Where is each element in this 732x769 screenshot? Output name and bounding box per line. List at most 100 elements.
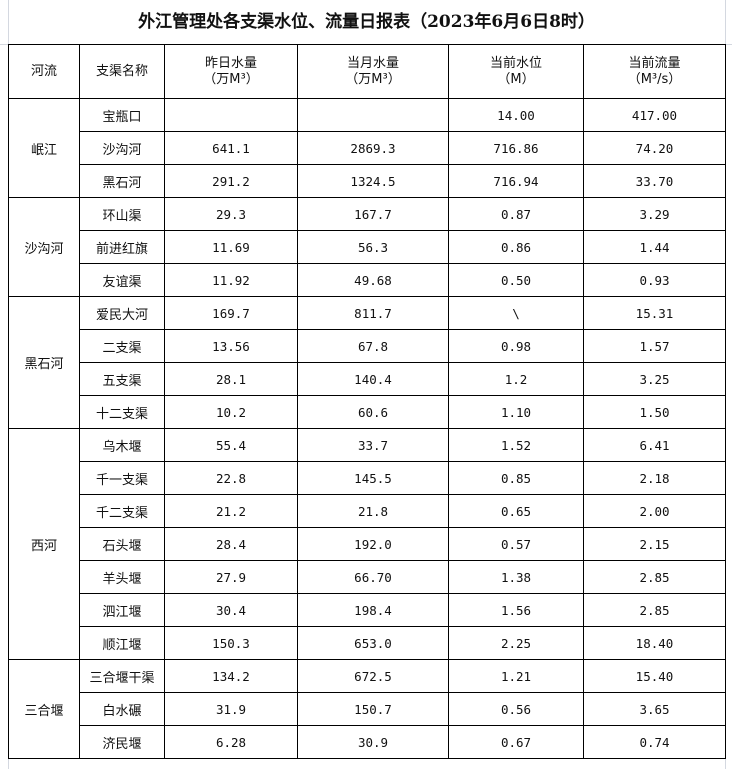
month-volume-cell: 49.68 [297, 263, 449, 297]
yesterday-volume-cell: 11.92 [164, 263, 298, 297]
branch-name-cell: 顺江堰 [79, 626, 165, 660]
month-volume-cell: 192.0 [297, 527, 449, 561]
month-volume-cell: 66.70 [297, 560, 449, 594]
table-row: 沙沟河 环山渠 29.3 167.7 0.87 3.29 [8, 197, 726, 297]
flow-rate-cell: 2.00 [583, 494, 726, 528]
yesterday-volume-cell: 291.2 [164, 164, 298, 198]
water-level-cell: 1.10 [448, 395, 584, 429]
yesterday-volume-cell: 11.69 [164, 230, 298, 264]
header-month: 当月水量 （万M³） [297, 44, 449, 99]
table-row: 羊头堰 27.9 66.70 1.38 2.85 [9, 560, 726, 594]
branch-name-cell: 羊头堰 [79, 560, 165, 594]
month-volume-cell: 30.9 [297, 725, 449, 759]
water-level-cell: 1.52 [448, 428, 584, 462]
water-level-cell: 0.86 [448, 230, 584, 264]
table-row: 黑石河 291.2 1324.5 716.94 33.70 [9, 164, 726, 198]
month-volume-cell: 21.8 [297, 494, 449, 528]
header-row: 河流 支渠名称 昨日水量 （万M³） 当月水量 （万M³） 当前水位 （M） 当前流量… [8, 44, 726, 99]
yesterday-volume-cell: 31.9 [164, 692, 298, 726]
flow-rate-cell: 3.29 [583, 197, 726, 231]
header-level-unit: （M） [497, 71, 535, 87]
yesterday-volume-cell: 30.4 [164, 593, 298, 627]
month-volume-cell: 653.0 [297, 626, 449, 660]
month-volume-cell: 150.7 [297, 692, 449, 726]
water-level-cell: 0.98 [448, 329, 584, 363]
water-level-cell: 14.00 [448, 98, 584, 132]
header-level: 当前水位 （M） [448, 44, 584, 99]
branch-name-cell: 三合堰干渠 [79, 659, 165, 693]
report-title: 外江管理处各支渠水位、流量日报表（2023年6月6日8时） [138, 12, 595, 32]
table-row: 岷江 宝瓶口 14.00 417.00 [8, 98, 726, 198]
branch-name-cell: 黑石河 [79, 164, 165, 198]
branch-name-cell: 千二支渠 [79, 494, 165, 528]
water-level-cell: 1.56 [448, 593, 584, 627]
flow-rate-cell: 3.25 [583, 362, 726, 396]
month-volume-cell: 198.4 [297, 593, 449, 627]
branch-name-cell: 乌木堰 [79, 428, 165, 462]
flow-rate-cell: 2.85 [583, 560, 726, 594]
yesterday-volume-cell: 29.3 [164, 197, 298, 231]
flow-rate-cell: 2.18 [583, 461, 726, 495]
yesterday-volume-cell: 27.9 [164, 560, 298, 594]
branch-name-cell: 前进红旗 [79, 230, 165, 264]
yesterday-volume-cell: 28.1 [164, 362, 298, 396]
header-flow-label: 当前流量 [628, 55, 681, 71]
branch-name-cell: 十二支渠 [79, 395, 165, 429]
water-level-cell: 716.94 [448, 164, 584, 198]
month-volume-cell: 33.7 [297, 428, 449, 462]
header-yesterday-unit: （万M³） [203, 71, 259, 87]
water-level-cell: 0.56 [448, 692, 584, 726]
water-level-cell: 0.50 [448, 263, 584, 297]
month-volume-cell: 140.4 [297, 362, 449, 396]
branch-name-cell: 友谊渠 [79, 263, 165, 297]
water-level-cell: 2.25 [448, 626, 584, 660]
header-month-unit: （万M³） [345, 71, 401, 87]
header-yesterday-label: 昨日水量 [204, 55, 257, 71]
table-row: 沙沟河 641.1 2869.3 716.86 74.20 [9, 131, 726, 165]
branch-name-cell: 泗江堰 [79, 593, 165, 627]
flow-rate-cell: 33.70 [583, 164, 726, 198]
month-volume-cell: 67.8 [297, 329, 449, 363]
flow-rate-cell: 15.31 [583, 296, 726, 330]
header-river: 河流 [8, 44, 80, 99]
yesterday-volume-cell: 22.8 [164, 461, 298, 495]
water-level-cell: 0.57 [448, 527, 584, 561]
water-level-cell: 1.21 [448, 659, 584, 693]
flow-rate-cell: 3.65 [583, 692, 726, 726]
branch-name-cell: 宝瓶口 [79, 98, 165, 132]
table-row: 三合堰 三合堰干渠 134.2 672.5 1.21 15.40 [8, 659, 726, 759]
table-row: 白水碾 31.9 150.7 0.56 3.65 [9, 692, 726, 726]
header-flow: 当前流量 （M³/s） [583, 44, 726, 99]
yesterday-volume-cell: 134.2 [164, 659, 298, 693]
header-yesterday: 昨日水量 （万M³） [164, 44, 298, 99]
flow-rate-cell: 15.40 [583, 659, 726, 693]
header-flow-unit: （M³/s） [627, 71, 682, 87]
branch-name-cell: 五支渠 [79, 362, 165, 396]
table-row: 泗江堰 30.4 198.4 1.56 2.85 [9, 593, 726, 627]
yesterday-volume-cell [164, 98, 298, 132]
month-volume-cell: 167.7 [297, 197, 449, 231]
header-level-label: 当前水位 [489, 55, 542, 71]
table-row: 黑石河 爱民大河 169.7 811.7 \ 15.31 [8, 296, 726, 429]
branch-name-cell: 环山渠 [79, 197, 165, 231]
branch-name-cell: 沙沟河 [79, 131, 165, 165]
month-volume-cell [297, 98, 449, 132]
flow-rate-cell: 74.20 [583, 131, 726, 165]
table-row: 五支渠 28.1 140.4 1.2 3.25 [9, 362, 726, 396]
water-level-cell: 0.87 [448, 197, 584, 231]
river-cell: 西河 [8, 428, 80, 660]
flow-rate-cell: 1.44 [583, 230, 726, 264]
table-row: 友谊渠 11.92 49.68 0.50 0.93 [9, 263, 726, 297]
branch-name-cell: 白水碾 [79, 692, 165, 726]
header-branch: 支渠名称 [79, 44, 165, 99]
flow-rate-cell: 18.40 [583, 626, 726, 660]
flow-rate-cell: 1.57 [583, 329, 726, 363]
table-row: 济民堰 6.28 30.9 0.67 0.74 [9, 725, 726, 759]
flow-rate-cell: 2.85 [583, 593, 726, 627]
yesterday-volume-cell: 10.2 [164, 395, 298, 429]
water-level-cell: 1.38 [448, 560, 584, 594]
yesterday-volume-cell: 21.2 [164, 494, 298, 528]
flow-rate-cell: 6.41 [583, 428, 726, 462]
branch-name-cell: 石头堰 [79, 527, 165, 561]
flow-rate-cell: 2.15 [583, 527, 726, 561]
